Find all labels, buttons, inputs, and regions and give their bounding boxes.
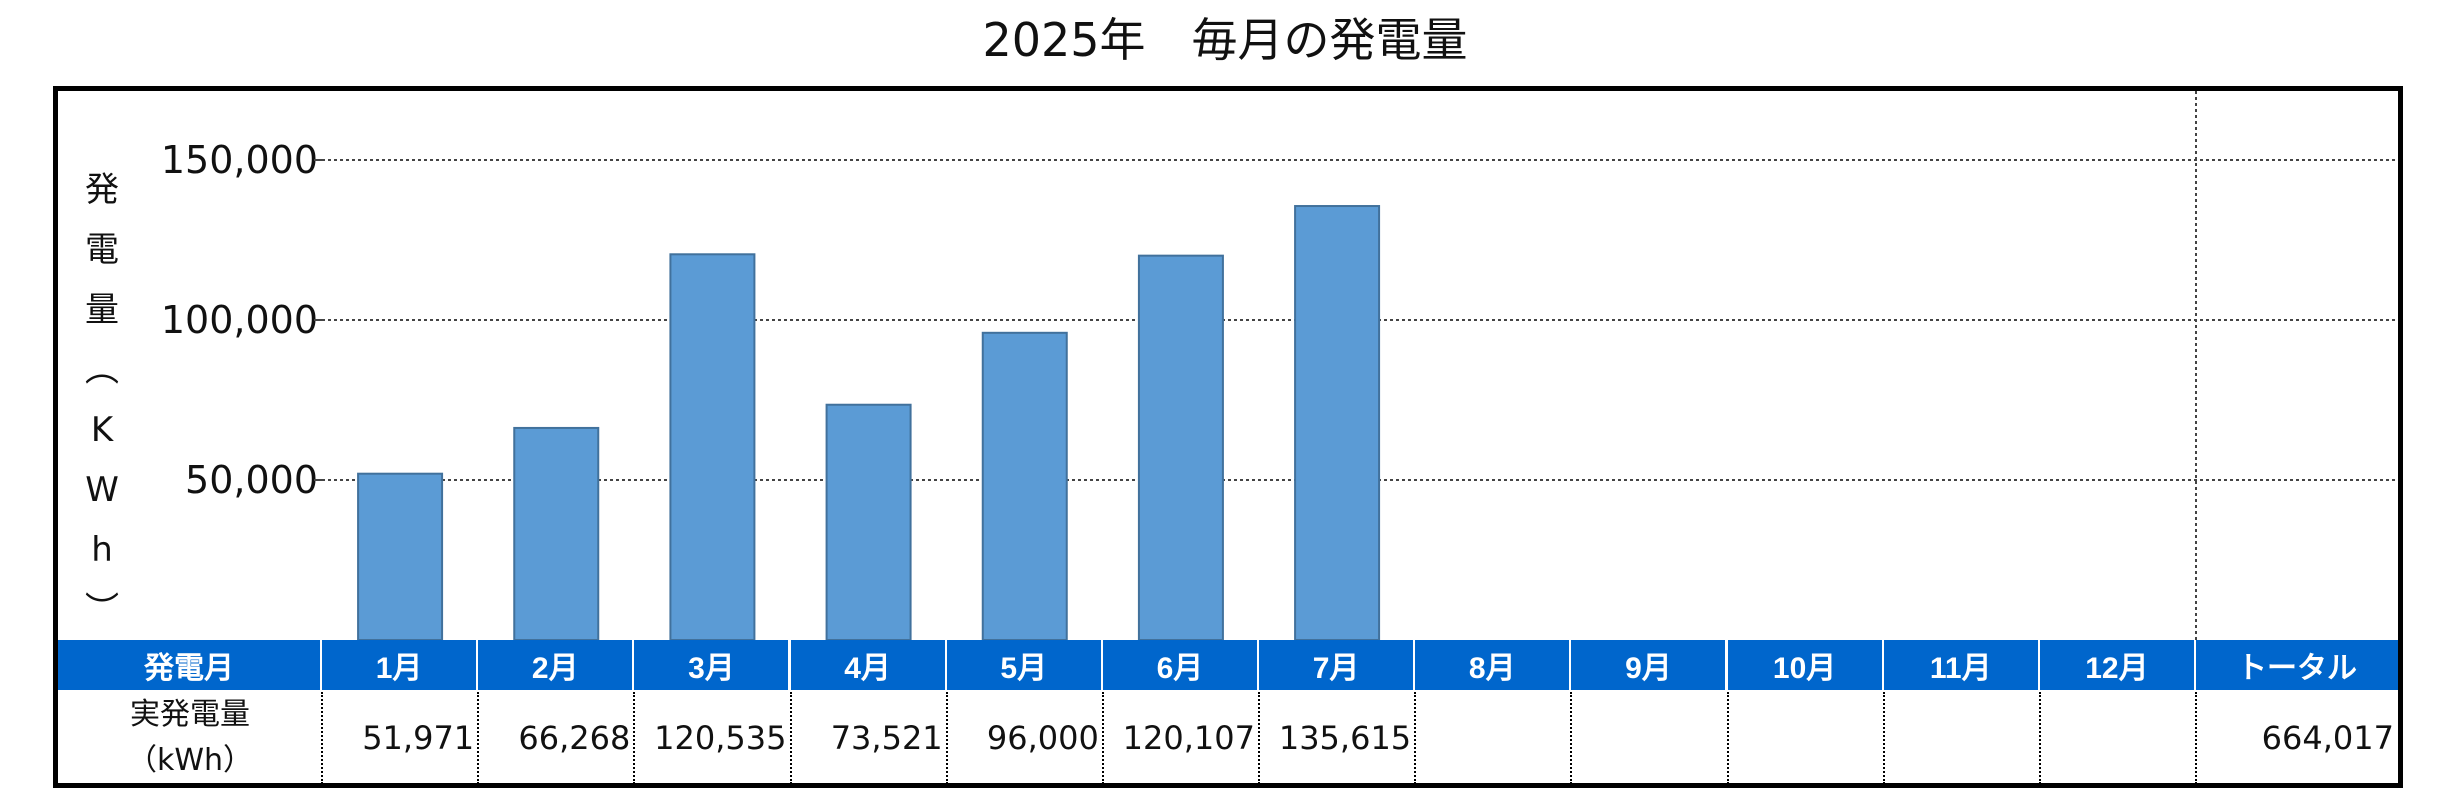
month-header-1: 1月 bbox=[322, 640, 477, 690]
table-column-divider bbox=[1101, 692, 1104, 784]
table-column-divider bbox=[1570, 692, 1573, 784]
value-cell-2: 66,268 bbox=[518, 719, 631, 757]
total-value-cell: 664,017 bbox=[2261, 719, 2394, 757]
month-header-5: 5月 bbox=[946, 640, 1101, 690]
value-cell-10 bbox=[1728, 692, 1884, 784]
y-axis-label-char: ︶ bbox=[85, 590, 119, 630]
table-column-divider bbox=[633, 692, 636, 784]
bar-3 bbox=[669, 253, 756, 641]
month-header-3: 3月 bbox=[634, 640, 789, 690]
bar-7 bbox=[1294, 205, 1381, 641]
value-cell-3: 120,535 bbox=[654, 719, 787, 757]
y-axis-label-char: 発 bbox=[85, 170, 119, 210]
y-axis-label-char: K bbox=[90, 410, 114, 450]
month-header-6: 6月 bbox=[1102, 640, 1257, 690]
value-cell-4: 73,521 bbox=[830, 719, 943, 757]
bar-5 bbox=[981, 331, 1068, 641]
month-header-7: 7月 bbox=[1259, 640, 1414, 690]
header-label-cell: 発電月 bbox=[58, 640, 320, 690]
bar-4 bbox=[825, 403, 912, 641]
y-axis-label-char: ︵ bbox=[85, 350, 119, 390]
y-axis-label-char: 電 bbox=[85, 230, 119, 270]
y-tick-label: 150,000 bbox=[160, 138, 318, 182]
value-cell-12 bbox=[2040, 692, 2196, 784]
y-tick-label: 50,000 bbox=[185, 458, 318, 502]
table-column-divider bbox=[789, 692, 792, 784]
value-cell-5: 96,000 bbox=[986, 719, 1099, 757]
table-column-divider bbox=[945, 692, 948, 784]
bar-6 bbox=[1137, 254, 1224, 641]
row-label-line1: 実発電量 bbox=[130, 697, 250, 732]
chart-frame bbox=[53, 86, 2403, 788]
y-axis-label-char: W bbox=[85, 470, 119, 510]
table-column-divider bbox=[2195, 692, 2197, 784]
bar-2 bbox=[513, 426, 600, 642]
month-header-4: 4月 bbox=[790, 640, 945, 690]
row-label-line2: （kWh） bbox=[126, 743, 254, 778]
value-cell-8 bbox=[1415, 692, 1571, 784]
value-cell-11 bbox=[1884, 692, 2040, 784]
month-header-11: 11月 bbox=[1883, 640, 2038, 690]
table-column-divider bbox=[321, 692, 323, 784]
month-header-9: 9月 bbox=[1571, 640, 1726, 690]
table-column-divider bbox=[1258, 692, 1260, 784]
table-column-divider bbox=[1882, 692, 1885, 784]
y-tick-label: 100,000 bbox=[160, 298, 318, 342]
value-cell-6: 120,107 bbox=[1122, 719, 1255, 757]
month-header-12: 12月 bbox=[2039, 640, 2194, 690]
y-axis-label-char: 量 bbox=[85, 290, 119, 330]
chart-title: 2025年 毎月の発電量 bbox=[982, 13, 1468, 67]
row-label: 実発電量 （kWh） bbox=[58, 692, 322, 784]
bar-1 bbox=[357, 472, 444, 642]
table-column-divider bbox=[1414, 692, 1417, 784]
month-header-2: 2月 bbox=[478, 640, 633, 690]
value-cell-1: 51,971 bbox=[362, 719, 475, 757]
value-cell-7: 135,615 bbox=[1278, 719, 1412, 757]
month-header-8: 8月 bbox=[1415, 640, 1570, 690]
y-axis-label-char: h bbox=[91, 530, 113, 570]
table-column-divider bbox=[1726, 692, 1729, 784]
table-column-divider bbox=[2038, 692, 2041, 784]
month-header-10: 10月 bbox=[1727, 640, 1882, 690]
table-column-divider bbox=[477, 692, 480, 784]
value-cell-9 bbox=[1571, 692, 1727, 784]
total-header-cell: トータル bbox=[2196, 640, 2398, 690]
